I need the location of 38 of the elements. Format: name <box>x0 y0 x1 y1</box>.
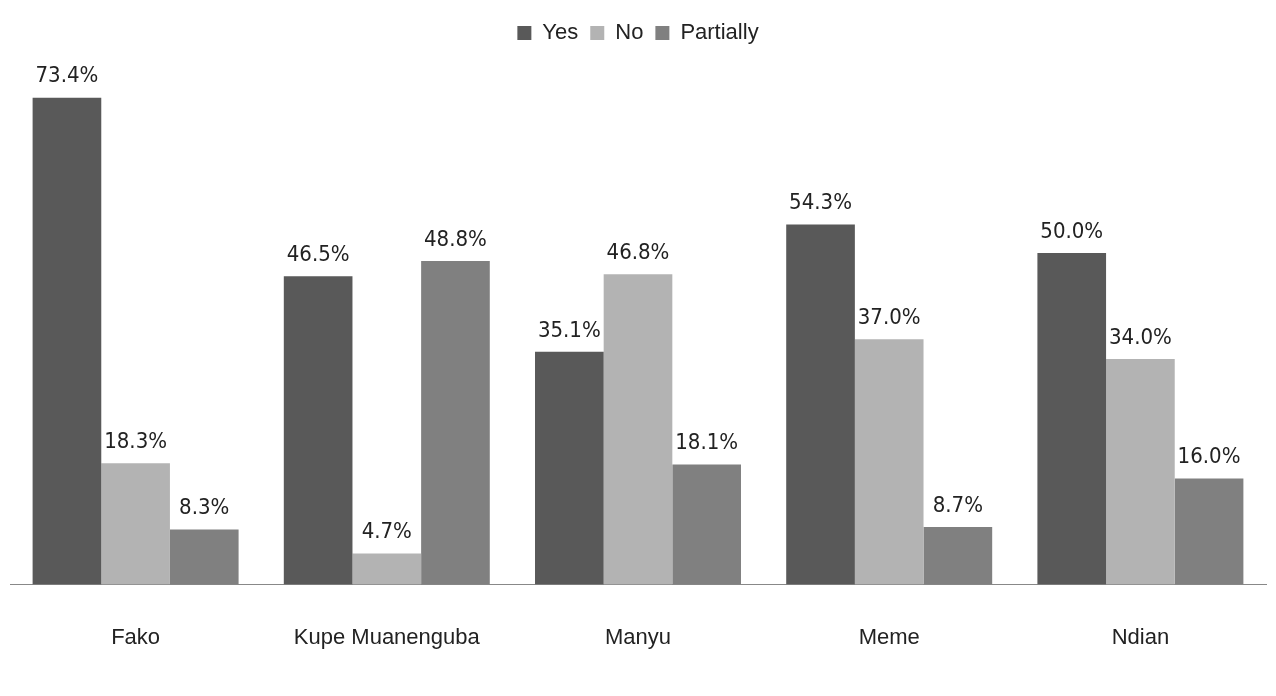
data-label: 34.0% <box>1108 323 1172 349</box>
data-label: 16.0% <box>1177 443 1241 469</box>
bar <box>101 463 170 585</box>
data-label: 73.4% <box>35 62 99 88</box>
x-tick-label: Ndian <box>1111 623 1170 649</box>
data-label: 18.1% <box>675 429 739 455</box>
bar <box>283 276 353 585</box>
bar <box>169 529 239 585</box>
x-tick-label: Manyu <box>604 623 672 649</box>
x-tick-label: Meme <box>858 623 920 649</box>
bar <box>1174 478 1244 585</box>
data-label: 50.0% <box>1040 217 1104 243</box>
legend-label: Yes <box>542 19 579 45</box>
data-label: 8.7% <box>932 491 983 517</box>
bar <box>32 97 102 585</box>
data-label: 54.3% <box>789 189 852 215</box>
x-tick-label: Fako <box>111 623 161 649</box>
bar <box>1106 359 1175 585</box>
data-label: 46.5% <box>286 240 350 266</box>
bar <box>1037 252 1107 585</box>
data-label: 4.7% <box>361 518 412 544</box>
legend-label: No <box>615 19 644 45</box>
bar <box>923 526 993 585</box>
bar <box>421 260 490 585</box>
data-label: 35.1% <box>537 316 601 342</box>
bar <box>603 274 673 585</box>
bar <box>535 351 604 585</box>
legend-label: Partially <box>680 19 759 45</box>
bar <box>854 339 924 585</box>
bar <box>672 464 741 585</box>
data-label: 37.0% <box>857 303 921 329</box>
bar <box>786 224 855 585</box>
data-label: 18.3% <box>104 427 168 453</box>
data-label: 8.3% <box>179 494 230 520</box>
data-label: 48.8% <box>424 225 487 251</box>
bar <box>352 553 422 585</box>
x-tick-label: Kupe Muanenguba <box>293 623 481 649</box>
data-label: 46.8% <box>606 238 670 264</box>
